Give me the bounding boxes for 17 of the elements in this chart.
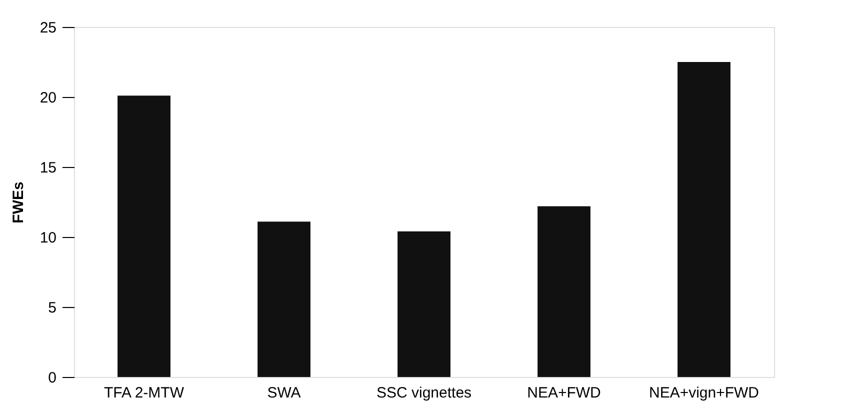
bar [118,96,170,377]
bar [258,222,310,377]
x-tick-label: TFA 2-MTW [104,384,185,402]
x-tick-label: NEA+vign+FWD [648,384,760,402]
x-tick-label: SSC vignettes [376,384,472,402]
x-tick-label: SWA [267,384,301,402]
y-axis-title: FWEs [10,182,27,224]
bar [538,206,590,377]
y-tick-label: 10 [40,230,56,246]
y-tick-label: 5 [48,300,56,316]
y-tick-label: 0 [48,370,56,386]
y-tick-label: 15 [40,160,56,176]
bar [398,231,450,377]
y-tick-label: 20 [40,90,56,106]
bar [678,62,730,377]
x-tick-label: NEA+FWD [527,384,602,402]
y-tick-label: 25 [40,20,56,36]
